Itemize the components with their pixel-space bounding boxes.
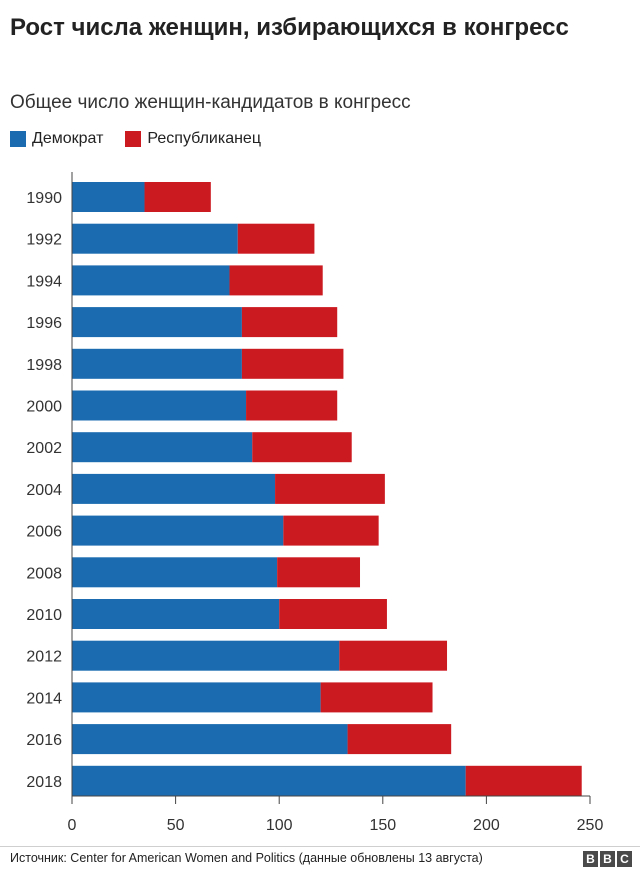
y-tick-label: 2002 — [26, 440, 62, 457]
bar-republican — [241, 307, 338, 338]
bar-republican — [465, 765, 582, 796]
y-tick-label: 2018 — [26, 774, 62, 791]
x-tick-label: 50 — [167, 817, 185, 834]
x-tick-label: 250 — [577, 817, 604, 834]
legend-label-republican: Республиканец — [147, 130, 261, 147]
chart-subtitle: Общее число женщин-кандидатов в конгресс — [10, 92, 411, 113]
bar-democrat — [72, 557, 278, 588]
y-tick-label: 2016 — [26, 732, 62, 749]
chart-title: Рост числа женщин, избирающихся в конгре… — [10, 14, 569, 41]
y-tick-label: 1994 — [26, 273, 62, 290]
bar-democrat — [72, 599, 280, 629]
bar-democrat — [72, 724, 348, 755]
bar-republican — [246, 390, 338, 421]
bar-democrat — [72, 223, 238, 254]
source-note: Источник: Center for American Women and … — [10, 851, 483, 865]
y-tick-label: 1990 — [26, 190, 62, 207]
bar-republican — [252, 432, 352, 463]
x-tick-label: 200 — [473, 817, 500, 834]
bar-republican — [347, 724, 452, 755]
x-tick-label: 0 — [68, 817, 77, 834]
bar-democrat — [72, 307, 242, 338]
legend-swatch-republican — [125, 131, 142, 147]
y-tick-label: 1992 — [26, 232, 62, 249]
y-tick-label: 1996 — [26, 315, 62, 332]
legend-item-republican: Республиканец — [125, 130, 261, 148]
legend: Демократ Республиканец — [10, 130, 283, 148]
bar-democrat — [72, 348, 242, 379]
bar-democrat — [72, 265, 230, 296]
bar-chart: 1990199219941996199820002002200420062008… — [26, 172, 604, 834]
y-tick-label: 2000 — [26, 399, 62, 416]
bar-democrat — [72, 390, 247, 421]
y-tick-label: 2012 — [26, 649, 62, 666]
bar-republican — [339, 640, 448, 671]
bbc-logo-letter: B — [583, 851, 598, 867]
y-tick-label: 2004 — [26, 482, 62, 499]
bar-democrat — [72, 515, 284, 546]
legend-item-democrat: Демократ — [10, 130, 103, 148]
bar-republican — [283, 515, 379, 546]
bar-democrat — [72, 432, 253, 463]
bar-republican — [275, 473, 385, 504]
bar-republican — [241, 348, 344, 379]
legend-label-democrat: Демократ — [32, 130, 104, 147]
bar-democrat — [72, 765, 466, 796]
bbc-logo-letter: C — [617, 851, 632, 867]
bar-republican — [237, 223, 315, 254]
y-tick-label: 2014 — [26, 690, 62, 707]
y-tick-label: 2010 — [26, 607, 62, 624]
y-tick-label: 1998 — [26, 357, 62, 374]
bar-democrat — [72, 682, 321, 713]
bar-republican — [279, 599, 387, 629]
x-tick-label: 150 — [369, 817, 396, 834]
bar-republican — [277, 557, 361, 588]
bar-democrat — [72, 473, 276, 504]
bar-democrat — [72, 640, 340, 671]
legend-swatch-democrat — [10, 131, 26, 147]
bar-republican — [320, 682, 433, 713]
bbc-logo-letter: B — [600, 851, 615, 867]
bar-republican — [144, 182, 211, 212]
footer: Источник: Center for American Women and … — [0, 846, 640, 885]
x-tick-label: 100 — [266, 817, 293, 834]
y-tick-label: 2006 — [26, 524, 62, 541]
bbc-logo: B B C — [581, 851, 632, 867]
y-tick-label: 2008 — [26, 565, 62, 582]
bar-republican — [229, 265, 323, 296]
bar-democrat — [72, 182, 145, 212]
